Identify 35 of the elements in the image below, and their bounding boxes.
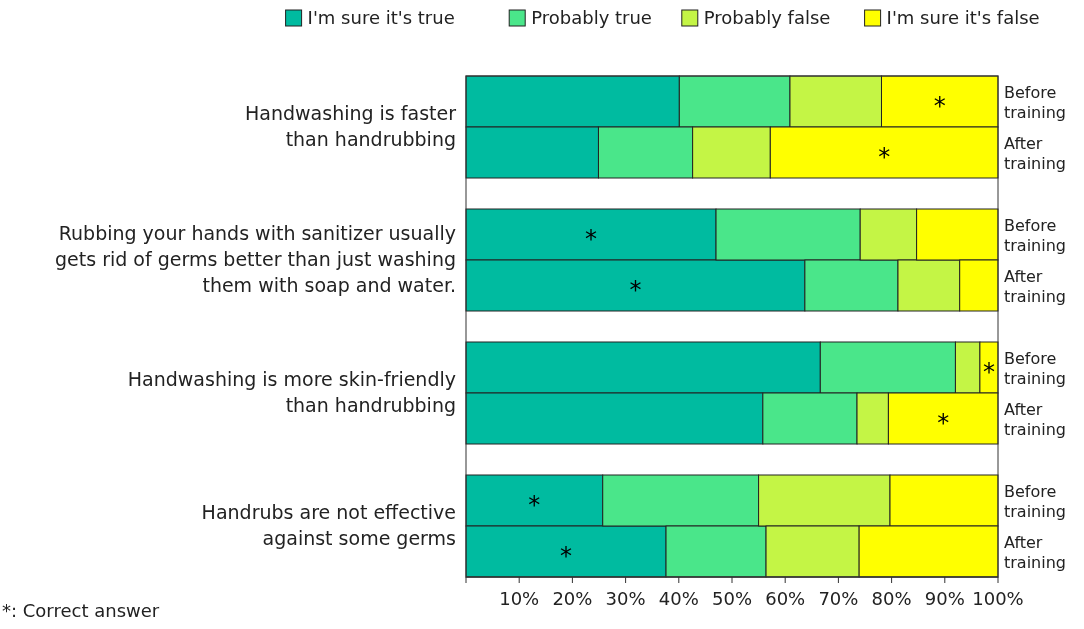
x-tick-label: 30% xyxy=(605,588,646,609)
y-tick-label: Before training xyxy=(1004,82,1066,122)
y-tick-label: Before training xyxy=(1004,215,1066,255)
y-tick-label: After training xyxy=(1004,399,1066,439)
data-label: * xyxy=(982,357,995,386)
x-tick-label: 90% xyxy=(924,588,965,609)
x-tick-label: 80% xyxy=(871,588,912,609)
data-label: * xyxy=(878,142,891,171)
data-label: * xyxy=(933,91,946,120)
x-tick-label: 60% xyxy=(765,588,806,609)
x-tick-label: 50% xyxy=(711,588,753,609)
y-tick-label: After training xyxy=(1004,133,1066,173)
data-label: * xyxy=(585,224,598,253)
text: Handwashing is more skin-friendly than handrubbing xyxy=(127,368,456,416)
x-tick-label: 10% xyxy=(499,588,540,609)
y-tick-label: Before training xyxy=(1004,481,1066,521)
y-tick-label: After training xyxy=(1004,532,1066,572)
data-label: * xyxy=(528,490,541,519)
text: Handwashing is faster than handrubbing xyxy=(245,102,457,150)
text: Rubbing your hands with sanitizer usually gets rid of germs better than just washing them with soap and water. xyxy=(55,222,456,296)
y-tick-label: After training xyxy=(1004,266,1066,306)
legend-label: Probably false xyxy=(703,7,831,28)
data-label: * xyxy=(629,275,642,304)
legend-label: Probably true xyxy=(531,7,652,28)
text: Handrubs are not effective against some germs xyxy=(201,501,456,549)
x-tick-label: 20% xyxy=(552,588,593,609)
x-tick-label: 40% xyxy=(658,588,699,609)
legend-label: I'm sure it's false xyxy=(886,7,1040,28)
y-tick-label: Before training xyxy=(1004,348,1066,388)
x-tick-label: 70% xyxy=(818,588,859,609)
x-tick-label: 100% xyxy=(972,588,1024,609)
data-label: * xyxy=(560,541,573,570)
legend-label: I'm sure it's true xyxy=(307,7,455,28)
text: *: Correct answer xyxy=(2,600,160,621)
data-label: * xyxy=(937,408,950,437)
